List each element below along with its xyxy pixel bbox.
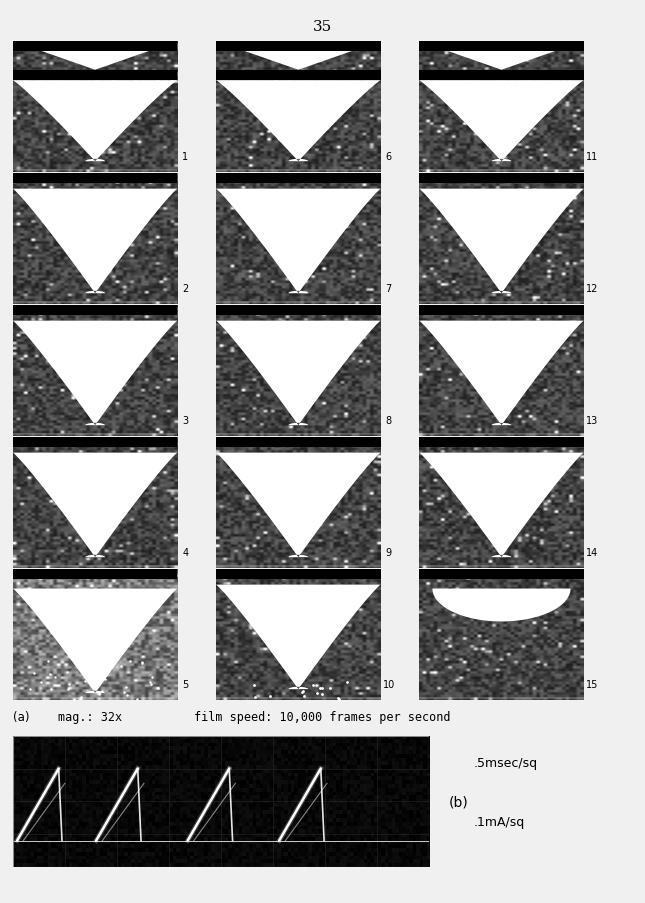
Text: 2: 2 — [183, 284, 188, 293]
Polygon shape — [216, 42, 381, 70]
Polygon shape — [13, 190, 177, 293]
Text: film speed: 10,000 frames per second: film speed: 10,000 frames per second — [194, 711, 450, 723]
Polygon shape — [419, 81, 584, 162]
Text: 4: 4 — [183, 547, 188, 557]
Text: 12: 12 — [586, 284, 598, 293]
Bar — [216, 305, 381, 316]
Bar — [13, 70, 177, 81]
Text: 5: 5 — [183, 679, 188, 689]
Text: mag.: 32x: mag.: 32x — [58, 711, 122, 723]
Bar — [419, 437, 584, 448]
Bar — [216, 42, 381, 52]
Polygon shape — [13, 42, 177, 70]
Text: (b): (b) — [448, 795, 468, 808]
Bar — [419, 569, 584, 580]
Text: 10: 10 — [382, 679, 395, 689]
Text: 13: 13 — [586, 415, 598, 425]
Text: 1: 1 — [183, 152, 188, 162]
Bar — [216, 437, 381, 448]
Polygon shape — [216, 81, 381, 162]
Bar — [13, 173, 177, 184]
Text: .1mA/sq: .1mA/sq — [474, 815, 525, 828]
Polygon shape — [419, 589, 584, 622]
Polygon shape — [216, 321, 381, 425]
Text: .5msec/sq: .5msec/sq — [474, 757, 538, 769]
Text: 6: 6 — [386, 152, 392, 162]
Polygon shape — [13, 81, 177, 162]
Text: (a): (a) — [13, 711, 30, 723]
Text: 11: 11 — [586, 152, 598, 162]
Polygon shape — [216, 585, 381, 689]
Polygon shape — [419, 42, 584, 70]
Bar — [419, 42, 584, 52]
Text: 15: 15 — [586, 679, 598, 689]
Text: 9: 9 — [386, 547, 392, 557]
Polygon shape — [419, 321, 584, 425]
Bar — [13, 437, 177, 448]
Bar — [419, 70, 584, 81]
Text: 14: 14 — [586, 547, 598, 557]
Text: 8: 8 — [386, 415, 392, 425]
Polygon shape — [13, 589, 177, 694]
Polygon shape — [419, 190, 584, 293]
Bar — [419, 173, 584, 184]
Polygon shape — [216, 190, 381, 293]
Bar — [216, 173, 381, 184]
Bar — [13, 305, 177, 316]
Polygon shape — [419, 453, 584, 557]
Bar — [216, 569, 381, 580]
Text: 3: 3 — [183, 415, 188, 425]
Bar — [216, 70, 381, 81]
Text: 7: 7 — [386, 284, 392, 293]
Polygon shape — [216, 453, 381, 557]
Polygon shape — [13, 321, 177, 425]
Bar — [13, 569, 177, 580]
Bar — [13, 42, 177, 52]
Text: 35: 35 — [313, 20, 332, 33]
Bar — [419, 305, 584, 316]
Polygon shape — [13, 453, 177, 557]
